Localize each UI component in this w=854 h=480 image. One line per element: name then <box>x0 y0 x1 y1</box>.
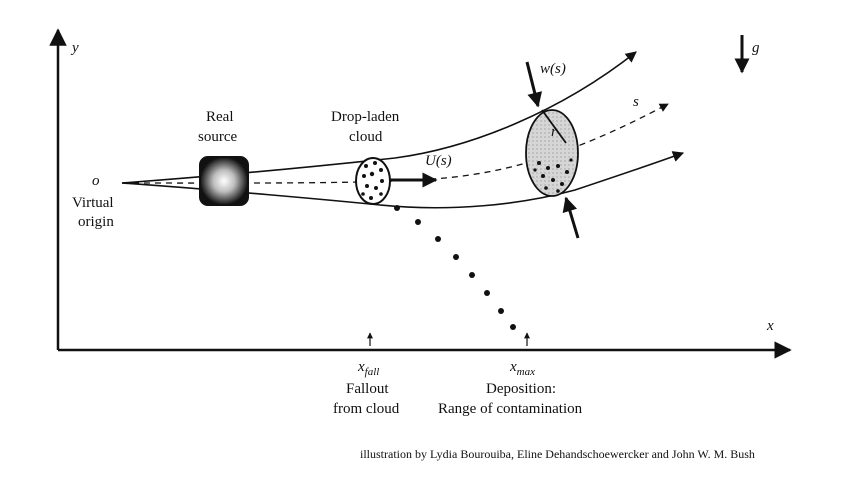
width-label: w(s) <box>540 61 566 77</box>
fallout-trajectory <box>394 205 516 330</box>
deposition-line1: Deposition: <box>486 381 556 397</box>
drop-laden-cloud <box>355 157 391 205</box>
cloud-label-line2: cloud <box>349 129 383 145</box>
xmax-label: xmax <box>509 359 535 378</box>
xmax-main: x <box>509 359 517 375</box>
origin-symbol: o <box>92 173 100 189</box>
xfall-main: x <box>357 359 365 375</box>
width-arrow-bottom <box>562 196 580 239</box>
xfall-sub: fall <box>365 366 380 378</box>
cross-section-droplets <box>533 158 573 193</box>
width-arrow-top <box>525 61 543 108</box>
x-axis-label: x <box>766 318 774 334</box>
illustration-credit: illustration by Lydia Bourouiba, Eline D… <box>360 447 755 461</box>
cloud-droplets <box>361 161 384 200</box>
radius-line <box>541 109 567 144</box>
origin-label-line1: Virtual <box>72 195 114 211</box>
source-label-line2: source <box>198 129 237 145</box>
cloud-cross-section <box>525 109 579 197</box>
fallout-line1: Fallout <box>346 381 389 397</box>
source-label-line1: Real <box>206 109 234 125</box>
origin-label-line2: origin <box>78 214 114 230</box>
gravity-label: g <box>752 40 760 56</box>
cloud-label-line1: Drop-laden <box>331 109 400 125</box>
xfall-label: xfall <box>357 359 379 378</box>
radius-label: r <box>551 124 557 140</box>
velocity-label: U(s) <box>425 153 452 169</box>
y-axis-label: y <box>70 40 79 56</box>
real-source <box>199 156 249 206</box>
xmax-sub: max <box>517 366 535 378</box>
deposition-line2: Range of contamination <box>438 401 583 417</box>
fallout-line2: from cloud <box>333 401 400 417</box>
arc-length-label: s <box>633 94 639 110</box>
